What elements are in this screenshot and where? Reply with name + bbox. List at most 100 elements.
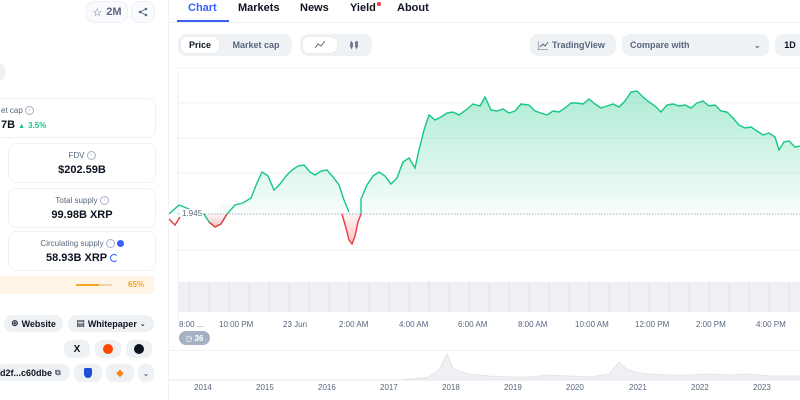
price-chart[interactable] (169, 0, 800, 340)
metamask-icon: ◆ (116, 367, 124, 379)
history-icon: ◷ (185, 333, 193, 343)
x-axis-label: 2:00 AM (339, 320, 369, 329)
circulating-value: 58.93B XRP (45, 252, 107, 264)
year-label: 2020 (566, 383, 584, 392)
circulating-progress: 65% (0, 276, 154, 294)
x-axis-label: 4:00 PM (756, 320, 786, 329)
year-label: 2018 (442, 383, 460, 392)
year-label: 2021 (629, 383, 647, 392)
watch-count: 2M (106, 6, 122, 18)
price-line-down (169, 213, 362, 246)
market-cap-value: 7B (1, 119, 16, 131)
circulating-supply-card[interactable]: Circulating supply i 58.93B XRP (8, 231, 156, 271)
x-axis-label: 12:00 PM (635, 320, 670, 329)
price-mcap-toggle: Price Market cap (178, 34, 292, 56)
total-supply-value: 99.98B XRP (51, 209, 113, 221)
x-twitter-link[interactable]: X (64, 340, 90, 358)
star-icon: ☆ (92, 6, 103, 19)
change-up-icon: ▲ (18, 123, 26, 130)
timeframe-1d-button[interactable]: 1D (775, 34, 800, 56)
price-line-up (169, 164, 350, 228)
github-icon (134, 344, 144, 354)
market-cap-change: 3.5% (28, 121, 47, 130)
price-line-up-2 (360, 90, 800, 214)
year-label: 2022 (691, 383, 709, 392)
price-dip-fill (204, 214, 227, 227)
compare-with-dropdown[interactable]: Compare with ⌄ (622, 34, 769, 56)
market-cap-toggle[interactable]: Market cap (232, 40, 280, 50)
more-dropdown[interactable]: ⌄ (138, 364, 154, 382)
circulating-label: Circulating supply (40, 239, 104, 248)
trading-chart-icon (538, 40, 548, 50)
progress-track (76, 284, 112, 286)
reddit-link[interactable] (95, 340, 121, 358)
tab-yield[interactable]: Yield (350, 2, 381, 14)
price-toggle[interactable]: Price (181, 37, 219, 53)
candle-chart-button[interactable] (338, 37, 370, 53)
shield-icon (84, 368, 92, 378)
globe-icon: ⊕ (11, 318, 19, 328)
chevron-down-icon: ⌄ (753, 39, 761, 50)
info-icon: i (105, 239, 115, 249)
baseline-price-label: 1.945 (181, 209, 204, 218)
info-icon: i (24, 106, 34, 116)
fdv-label: FDV (68, 151, 85, 160)
share-icon (138, 7, 148, 17)
candlestick-icon (350, 41, 358, 49)
verified-icon (116, 240, 124, 248)
total-supply-label: Total supply (55, 196, 98, 205)
tabs-separator (169, 22, 800, 23)
watchlist-button[interactable]: ☆ 2M (86, 1, 128, 23)
market-cap-card[interactable]: et cap i 7B ▲ 3.5% (0, 98, 156, 138)
chevron-down-icon: ⌄ (142, 368, 150, 378)
tab-markets[interactable]: Markets (238, 2, 280, 14)
year-label: 2014 (194, 383, 212, 392)
fdv-value: $202.59B (58, 164, 106, 176)
year-label: 2016 (318, 383, 336, 392)
github-link[interactable] (126, 340, 152, 358)
total-supply-card[interactable]: Total supply i 99.98B XRP (8, 188, 156, 228)
reddit-icon (103, 344, 113, 354)
chart-panel: Chart Markets News Yield About Price Mar… (169, 0, 800, 400)
tab-chart[interactable]: Chart (188, 2, 217, 14)
year-label: 2023 (753, 383, 771, 392)
price-dip-fill-2 (342, 214, 361, 244)
x-axis-label: 10:00 AM (575, 320, 609, 329)
circulating-percent: 65% (128, 280, 145, 289)
panel-divider (168, 0, 169, 400)
volume-bars (188, 280, 790, 312)
line-chart-icon (315, 41, 325, 49)
website-link[interactable]: ⊕ Website (4, 315, 63, 332)
market-cap-label: et cap (1, 106, 23, 115)
partial-avatar (0, 62, 6, 82)
x-axis-label: 6:00 AM (458, 320, 488, 329)
whitepaper-dropdown[interactable]: ▤ Whitepaper ⌄ (68, 315, 154, 332)
tab-news[interactable]: News (300, 2, 329, 14)
contract-address[interactable]: d2f...c60dbe ⧉ (0, 364, 70, 381)
range-navigator[interactable] (169, 350, 800, 384)
year-label: 2017 (380, 383, 398, 392)
x-axis-label: 8:00 AM (518, 320, 548, 329)
left-panel: ☆ 2M et cap i 7B ▲ 3.5% FDV i $202.59B Tot… (0, 0, 168, 400)
copy-icon[interactable]: ⧉ (55, 367, 61, 377)
active-tab-indicator (177, 20, 229, 22)
loading-ring-icon (110, 254, 118, 263)
info-icon: i (99, 196, 109, 206)
tab-about[interactable]: About (397, 2, 429, 14)
metamask-button[interactable]: ◆ (106, 364, 134, 382)
line-chart-button[interactable] (303, 37, 337, 53)
tradingview-button[interactable]: TradingView (530, 34, 616, 56)
price-area-fill (169, 91, 800, 215)
share-button[interactable] (131, 1, 155, 23)
document-icon: ▤ (76, 318, 85, 328)
progress-fill (76, 284, 100, 286)
year-label: 2015 (256, 383, 274, 392)
x-axis-label: 2:00 PM (696, 320, 726, 329)
events-badge[interactable]: ◷ 36 (179, 331, 210, 345)
shield-link[interactable] (74, 364, 102, 382)
notification-dot (376, 2, 381, 6)
chevron-down-icon: ⌄ (139, 320, 146, 328)
year-label: 2019 (504, 383, 522, 392)
x-icon: X (73, 343, 81, 355)
fdv-card[interactable]: FDV i $202.59B (8, 143, 156, 183)
